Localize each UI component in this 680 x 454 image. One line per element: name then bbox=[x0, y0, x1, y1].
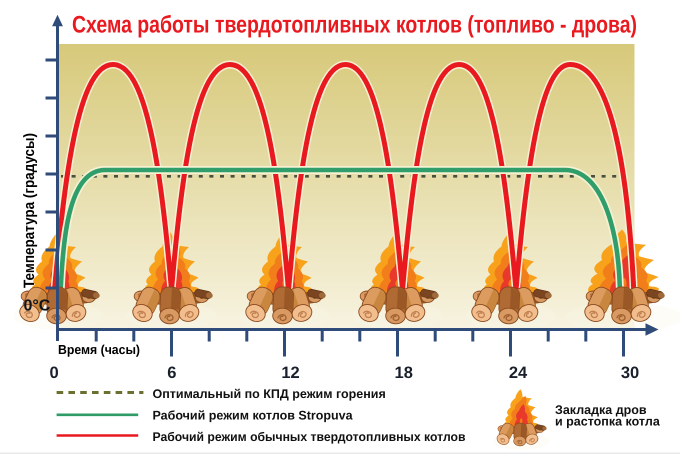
svg-text:Закладка дров: Закладка дров bbox=[555, 403, 647, 417]
svg-text:Схема работы твердотопливных к: Схема работы твердотопливных котлов (топ… bbox=[72, 12, 637, 39]
svg-text:Рабочий режим обычных твердото: Рабочий режим обычных твердотопливных ко… bbox=[153, 430, 466, 444]
svg-text:Время (часы): Время (часы) bbox=[58, 342, 140, 357]
svg-text:24: 24 bbox=[509, 364, 528, 382]
svg-text:12: 12 bbox=[281, 364, 299, 382]
svg-text:и растопка котла: и растопка котла bbox=[555, 415, 661, 429]
svg-text:0°C: 0°C bbox=[24, 298, 51, 315]
svg-text:30: 30 bbox=[621, 364, 639, 382]
svg-text:Температура (градусы): Температура (градусы) bbox=[21, 133, 38, 288]
svg-text:6: 6 bbox=[167, 364, 176, 382]
svg-text:Рабочий режим котлов Stropuva: Рабочий режим котлов Stropuva bbox=[153, 409, 354, 423]
svg-text:Оптимальный по КПД режим горен: Оптимальный по КПД режим горения bbox=[153, 387, 386, 401]
svg-text:0: 0 bbox=[50, 364, 59, 382]
svg-text:18: 18 bbox=[395, 364, 413, 382]
